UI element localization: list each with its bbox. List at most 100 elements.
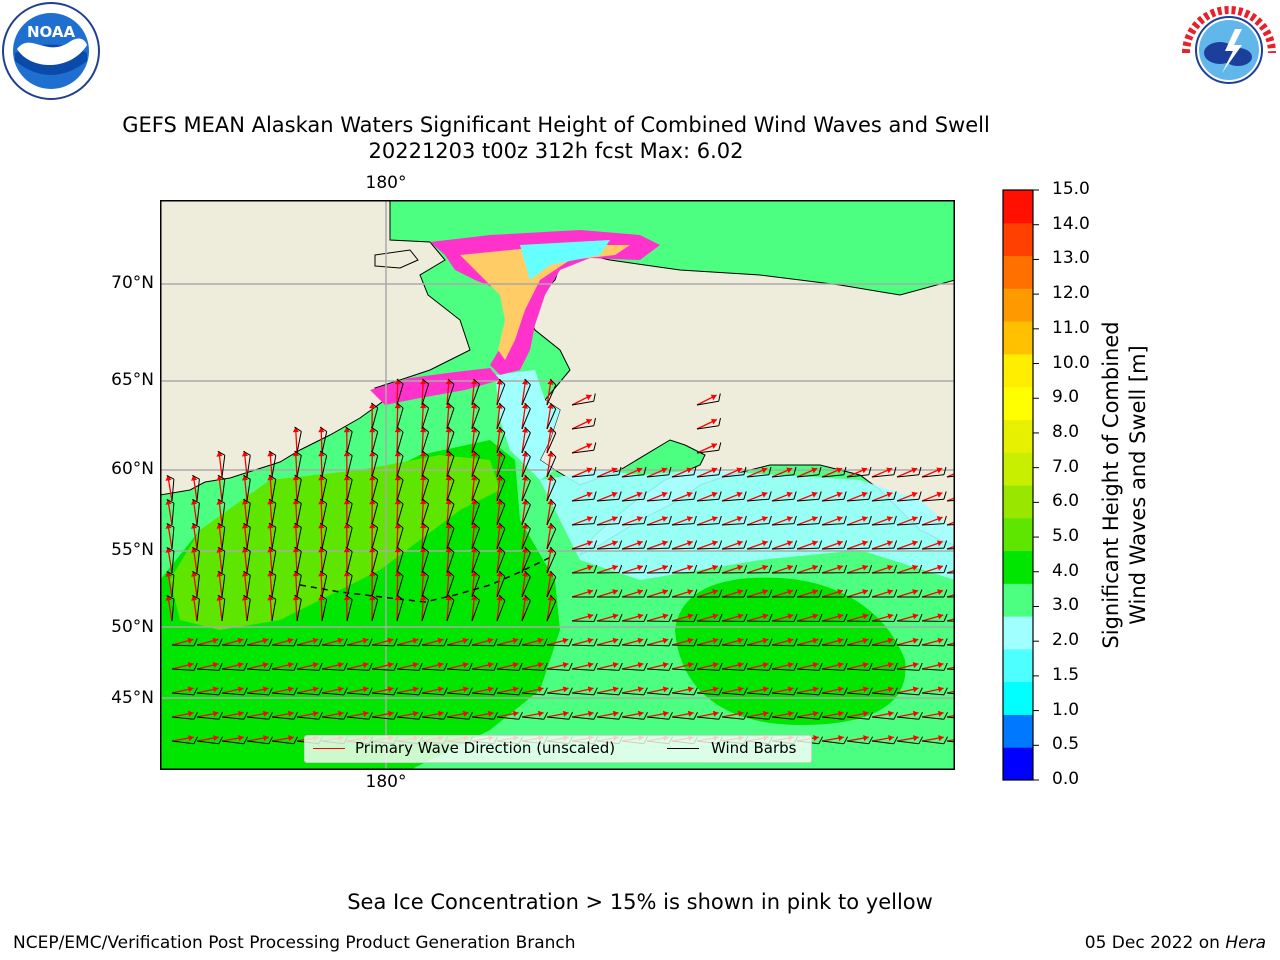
wind-barb bbox=[671, 716, 694, 720]
wind-barb bbox=[471, 408, 480, 430]
colorbar-tick-label: 0.5 bbox=[1052, 734, 1080, 755]
wind-barb bbox=[321, 431, 328, 454]
wind-barb bbox=[396, 455, 404, 478]
wind-barb bbox=[871, 668, 895, 671]
wind-barb bbox=[896, 547, 920, 550]
colorbar-segment bbox=[1003, 321, 1033, 355]
colorbar-segment bbox=[1003, 190, 1033, 224]
colorbar-segment bbox=[1003, 517, 1033, 552]
wind-barb bbox=[796, 547, 820, 550]
wind-barb bbox=[796, 668, 820, 671]
wind-barb bbox=[771, 498, 794, 502]
wind-barb bbox=[496, 408, 506, 430]
wind-barb bbox=[321, 668, 345, 671]
wind-barb bbox=[596, 644, 620, 647]
colorbar-tick-label: 4.0 bbox=[1052, 560, 1080, 581]
wind-barb bbox=[771, 644, 795, 647]
wind-barb bbox=[421, 644, 445, 647]
wind-barb bbox=[846, 740, 869, 745]
wave-direction-arrow bbox=[946, 545, 955, 550]
wind-barb bbox=[696, 498, 719, 502]
wind-barb bbox=[271, 527, 277, 550]
wind-barb bbox=[571, 474, 594, 478]
lat-tick-65: 65°N bbox=[111, 370, 154, 390]
wind-barb bbox=[446, 600, 455, 622]
wind-barb bbox=[446, 552, 455, 574]
wind-barb bbox=[896, 498, 919, 502]
wind-barb bbox=[546, 552, 557, 574]
wind-barb bbox=[871, 547, 895, 550]
wind-barb bbox=[871, 692, 894, 696]
wind-barb bbox=[196, 527, 200, 550]
wind-barb bbox=[471, 716, 494, 720]
wind-barb bbox=[321, 527, 328, 550]
colorbar-tick-label: 13.0 bbox=[1052, 248, 1090, 269]
wind-barb bbox=[396, 407, 404, 430]
wind-barb bbox=[471, 480, 480, 502]
wind-barb bbox=[646, 474, 669, 478]
vector-field bbox=[165, 378, 955, 745]
wind-barb bbox=[446, 432, 455, 454]
wind-barb bbox=[946, 475, 955, 478]
wind-barb bbox=[896, 523, 920, 526]
wind-barb bbox=[446, 692, 469, 696]
wind-barb bbox=[621, 523, 645, 526]
wind-barb bbox=[746, 474, 769, 478]
wind-barb bbox=[621, 692, 644, 696]
wind-barb bbox=[646, 692, 669, 696]
wind-barb bbox=[371, 503, 379, 526]
wind-barb bbox=[621, 716, 644, 720]
primary-wave-legend-line bbox=[313, 748, 345, 749]
wind-barb bbox=[796, 620, 820, 622]
lat-tick-60: 60°N bbox=[111, 459, 154, 479]
wind-barb bbox=[746, 644, 770, 647]
wind-barb bbox=[271, 479, 277, 502]
wind-barb bbox=[346, 479, 353, 502]
wind-barb bbox=[396, 431, 404, 454]
wind-barb bbox=[896, 620, 920, 622]
colorbar-tick-label: 10.0 bbox=[1052, 352, 1090, 373]
wind-barb bbox=[821, 523, 845, 526]
wind-barb bbox=[396, 599, 404, 622]
wind-barb bbox=[371, 455, 379, 478]
wind-barb bbox=[171, 551, 175, 574]
wind-barb bbox=[571, 716, 594, 720]
wind-barb bbox=[746, 523, 770, 526]
wind-barb bbox=[546, 384, 557, 406]
wind-barb bbox=[871, 716, 894, 720]
wind-barb bbox=[946, 644, 955, 646]
colorbar-tick-label: 8.0 bbox=[1052, 421, 1080, 442]
colorbar-tick-label: 11.0 bbox=[1052, 317, 1090, 338]
colorbar-tick-label: 2.0 bbox=[1052, 630, 1080, 651]
wind-barb bbox=[421, 668, 445, 671]
wind-barb bbox=[271, 551, 277, 574]
wind-barb bbox=[546, 480, 557, 502]
wind-barb bbox=[396, 527, 404, 550]
wind-barb bbox=[596, 692, 619, 696]
wind-barb bbox=[496, 552, 506, 574]
wind-barb bbox=[346, 575, 353, 598]
wind-barb bbox=[396, 575, 404, 598]
wind-barb bbox=[296, 575, 302, 598]
wind-barb bbox=[296, 599, 302, 622]
wind-barb bbox=[496, 576, 506, 598]
wind-barb bbox=[946, 620, 955, 622]
colorbar-tick-label: 1.0 bbox=[1052, 699, 1080, 720]
colorbar-tick-label: 1.5 bbox=[1052, 664, 1080, 685]
wind-barb bbox=[696, 449, 719, 454]
wave-direction-arrow bbox=[946, 738, 955, 742]
wind-barb bbox=[446, 716, 469, 720]
wind-barb bbox=[921, 474, 944, 478]
wind-barb bbox=[271, 575, 277, 598]
lat-tick-45: 45°N bbox=[111, 688, 154, 708]
wind-barb bbox=[446, 528, 455, 550]
wind-barb bbox=[721, 498, 744, 502]
wind-barb bbox=[571, 547, 595, 550]
wave-zone-5to6 bbox=[170, 455, 500, 630]
wind-barb bbox=[921, 716, 944, 720]
wind-barb bbox=[321, 692, 344, 696]
wind-barb bbox=[396, 383, 404, 406]
colorbar-segment bbox=[1003, 452, 1033, 486]
wind-barb bbox=[896, 668, 920, 671]
wind-barb bbox=[296, 431, 302, 454]
